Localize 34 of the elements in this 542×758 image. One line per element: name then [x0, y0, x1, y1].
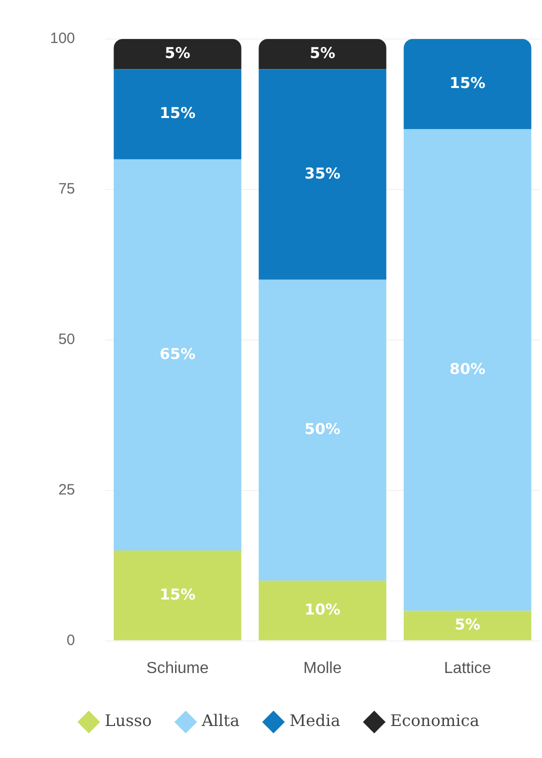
- bar: [404, 129, 532, 611]
- legend-label: Allta: [200, 711, 240, 730]
- bar: [258, 280, 386, 581]
- bar: [114, 550, 242, 640]
- legend-label: Lusso: [104, 711, 152, 730]
- data-label: 65%: [160, 344, 196, 363]
- bar: [114, 159, 242, 551]
- data-label: 10%: [304, 600, 340, 618]
- y-tick-label: 75: [58, 180, 76, 198]
- data-label: 15%: [160, 585, 196, 604]
- y-tick-label: 100: [50, 30, 76, 48]
- data-label: 5%: [454, 615, 480, 634]
- bar: [258, 580, 386, 640]
- data-label: 50%: [304, 420, 340, 438]
- y-tick-label: 0: [66, 632, 76, 649]
- legend-label: Media: [289, 711, 341, 730]
- data-label: 35%: [304, 164, 340, 182]
- x-tick-label: Lattice: [444, 660, 492, 677]
- legend-label: Economica: [390, 711, 480, 730]
- data-label: 15%: [160, 104, 196, 122]
- bar: [258, 39, 386, 70]
- bar: [404, 39, 532, 130]
- bar: [404, 610, 532, 640]
- data-label: 80%: [450, 360, 486, 378]
- bar: [114, 69, 242, 160]
- bar: [258, 69, 386, 280]
- data-label: 5%: [164, 44, 190, 62]
- x-tick-label: Schiume: [146, 660, 209, 677]
- y-tick-label: 50: [58, 331, 76, 348]
- data-label: 5%: [310, 44, 336, 62]
- x-tick-label: Molle: [303, 660, 342, 677]
- data-label: 15%: [450, 74, 486, 92]
- y-tick-label: 25: [58, 481, 76, 498]
- bar: [114, 39, 242, 70]
